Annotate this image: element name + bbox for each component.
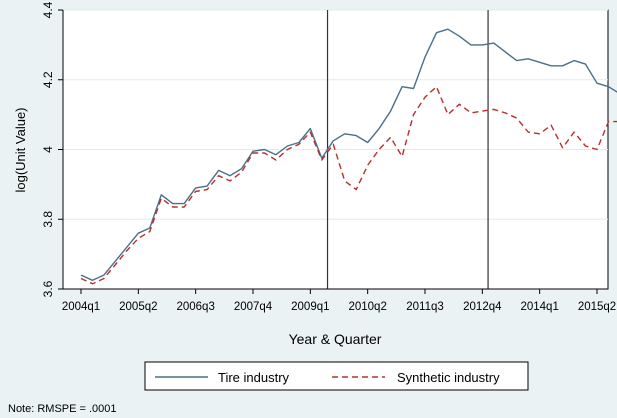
chart-note: Note: RMSPE = .0001 xyxy=(8,403,117,415)
x-tick-label: 2014q1 xyxy=(520,301,558,313)
x-tick-label: 2015q2 xyxy=(578,301,616,313)
x-tick-label: 2009q1 xyxy=(291,301,329,313)
y-tick-label: 4.4 xyxy=(41,1,55,18)
legend-label-tire: Tire industry xyxy=(218,370,290,385)
y-tick-label: 3.6 xyxy=(41,280,55,297)
x-tick-label: 2004q1 xyxy=(62,301,100,313)
y-tick-label: 3.8 xyxy=(41,211,55,228)
legend: Tire industry Synthetic industry xyxy=(144,361,529,391)
legend-label-synthetic: Synthetic industry xyxy=(397,370,500,385)
series-line-synthetic xyxy=(80,85,617,285)
y-tick-label: 4 xyxy=(41,146,55,153)
x-axis-title: Year & Quarter xyxy=(289,331,382,347)
series-group xyxy=(80,28,617,285)
x-tick-label: 2010q2 xyxy=(348,301,386,313)
x-tick-label: 2005q2 xyxy=(119,301,157,313)
x-ticks: 2004q1 2005q2 2006q3 2007q4 2009q1 2010q2 2011… xyxy=(62,289,616,313)
x-tick-label: 2007q4 xyxy=(234,301,273,313)
y-ticks: 3.6 3.8 4 4.2 4.4 xyxy=(41,1,63,297)
y-tick-label: 4.2 xyxy=(41,71,55,88)
x-tick-label: 2012q4 xyxy=(463,301,502,313)
legend-box xyxy=(144,361,529,391)
x-tick-label: 2006q3 xyxy=(176,301,214,313)
x-tick-label: 2011q3 xyxy=(406,301,444,313)
y-axis-title: log(Unit Value) xyxy=(13,107,28,192)
series-line-tire xyxy=(80,28,617,281)
